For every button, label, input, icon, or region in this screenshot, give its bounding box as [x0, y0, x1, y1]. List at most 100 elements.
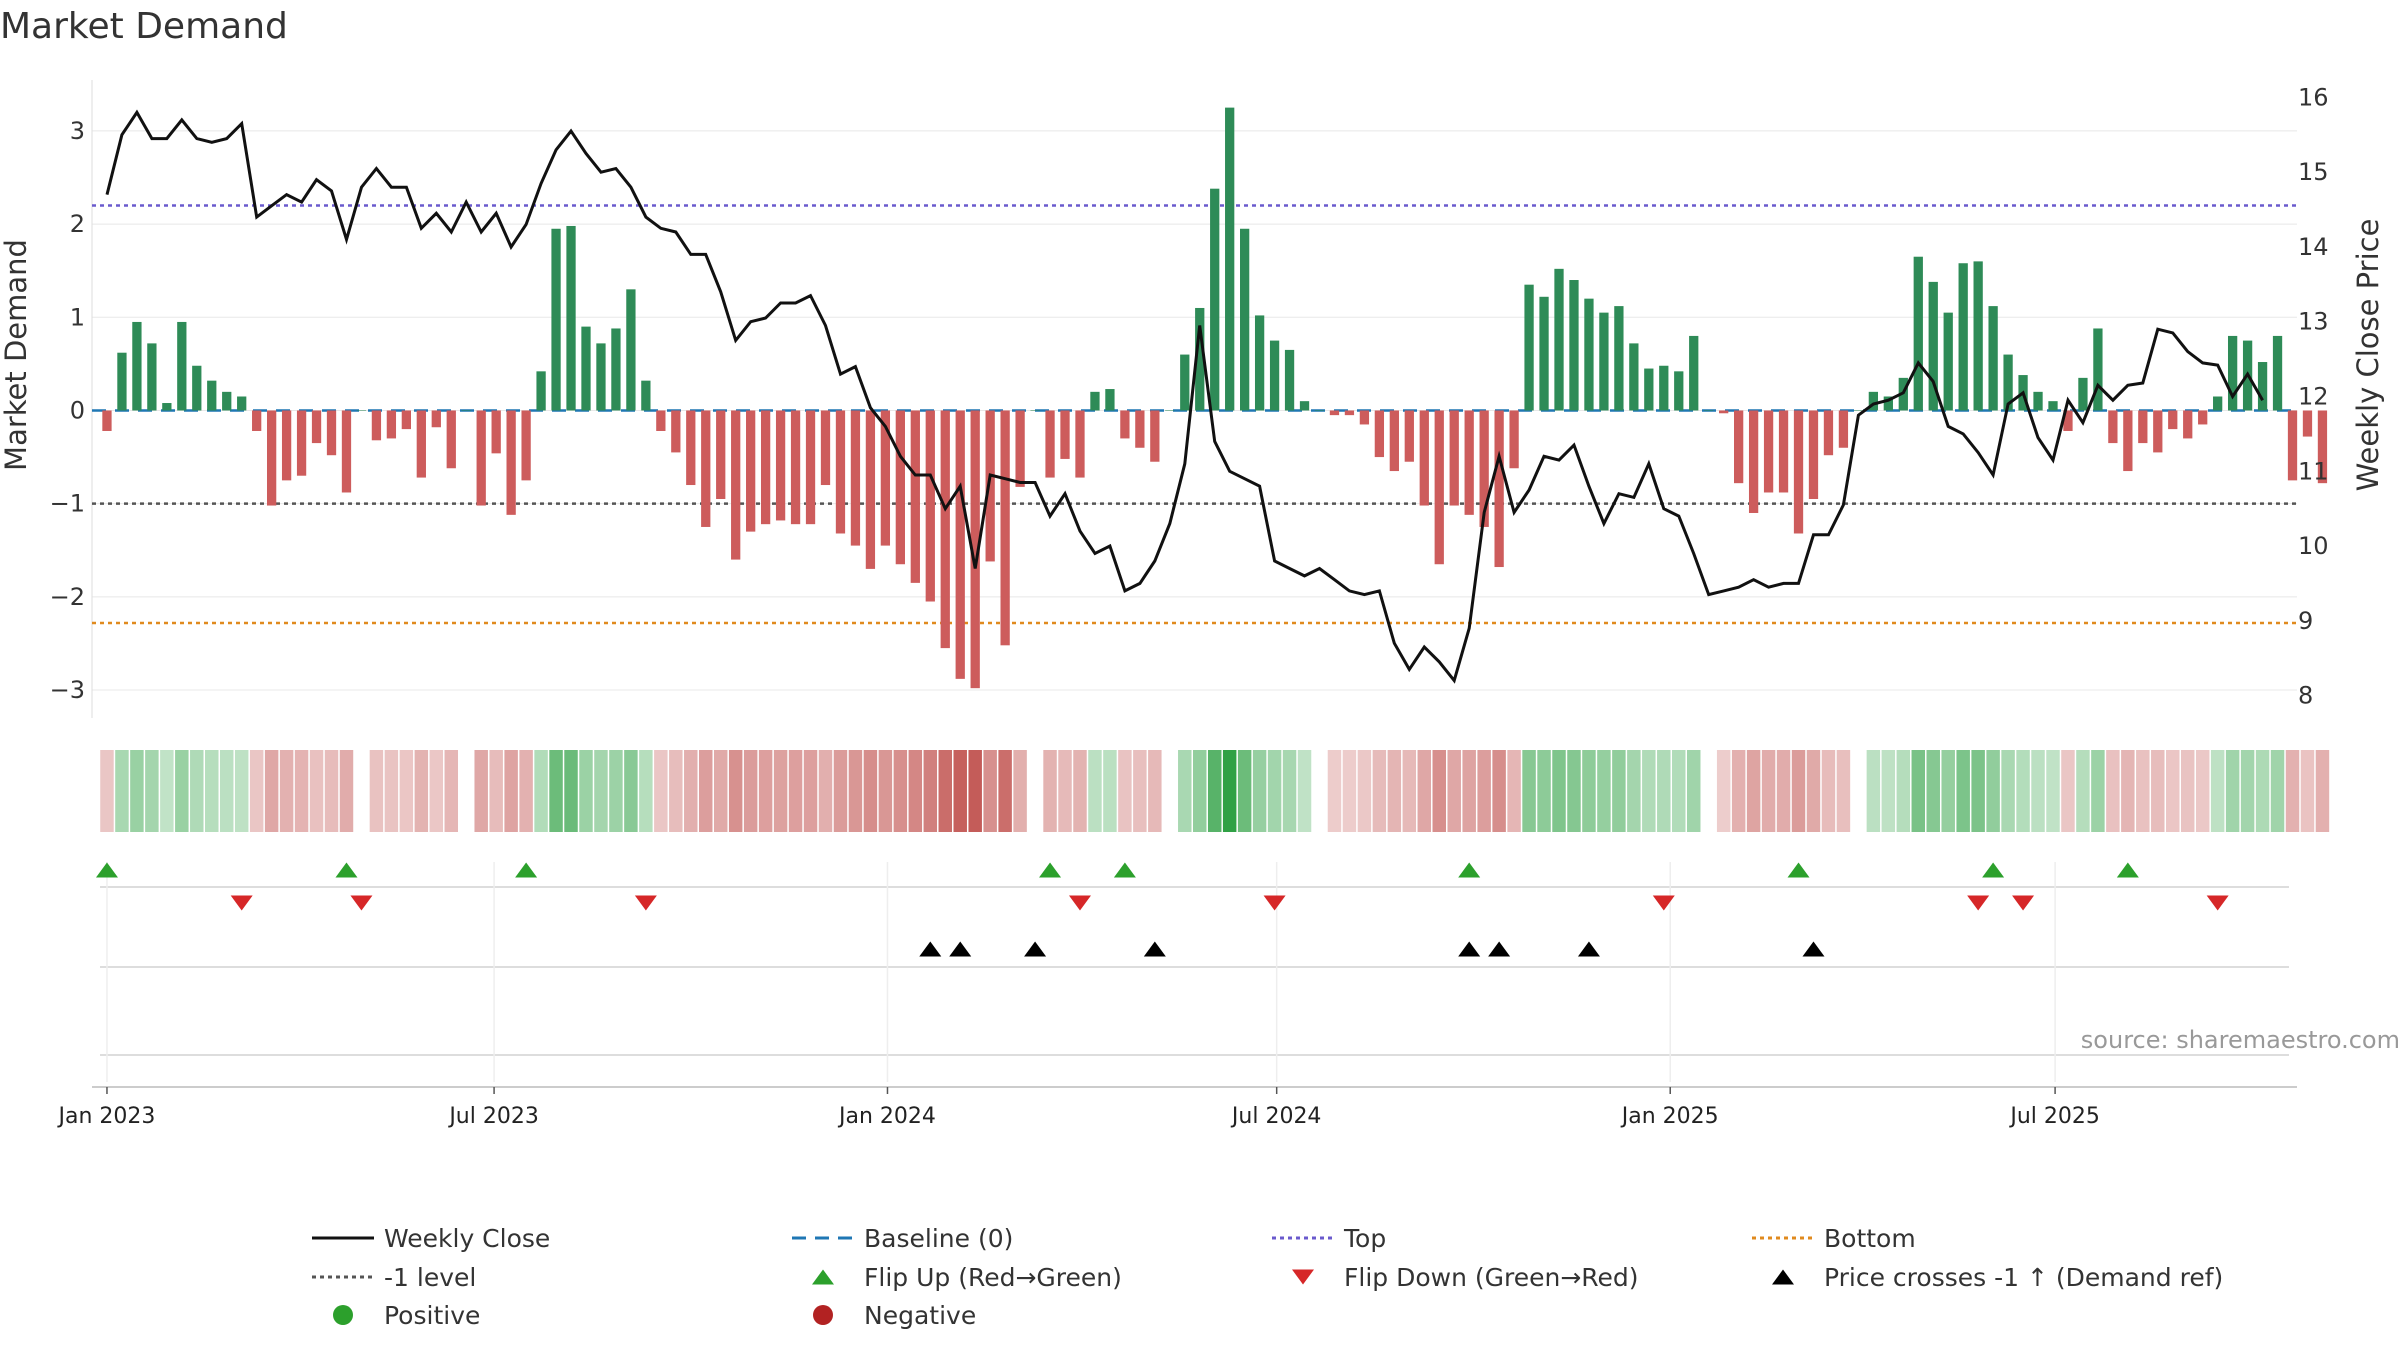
- legend-label: Positive: [384, 1301, 480, 1330]
- heat-cell: [264, 750, 279, 832]
- demand-bar: [2063, 410, 2073, 431]
- left-tick-label: 3: [70, 117, 85, 145]
- heat-cell: [160, 750, 174, 832]
- heat-cell: [1642, 750, 1656, 832]
- price-cross-marker: [1024, 941, 1047, 957]
- demand-bar: [820, 410, 831, 486]
- demand-bar: [2227, 335, 2238, 411]
- demand-bar: [566, 225, 576, 411]
- demand-bar: [1644, 368, 1654, 411]
- demand-bar: [1629, 343, 1639, 411]
- demand-bar: [1554, 268, 1564, 411]
- left-tick-label: −1: [50, 490, 85, 518]
- demand-bar: [252, 410, 262, 431]
- demand-bar: [850, 410, 861, 546]
- demand-bar: [356, 410, 367, 411]
- heat-cell: [339, 750, 354, 832]
- heat-cell: [1402, 750, 1417, 832]
- heat-cell: [474, 750, 488, 832]
- demand-bar: [1359, 410, 1370, 425]
- heat-cell: [1597, 750, 1611, 832]
- legend-item: Positive: [333, 1301, 480, 1330]
- demand-bar: [2272, 335, 2283, 411]
- demand-bar: [1988, 306, 1998, 411]
- right-axis-label: Weekly Close Price: [2351, 219, 2385, 492]
- heat-cell: [863, 750, 878, 832]
- demand-bar: [1225, 107, 1235, 411]
- demand-bar: [162, 403, 172, 411]
- demand-bar: [401, 410, 411, 430]
- demand-bar: [1120, 410, 1130, 439]
- demand-bar: [1210, 188, 1220, 411]
- left-tick-label: 1: [70, 303, 85, 331]
- demand-bar: [835, 410, 846, 534]
- heat-cell: [1986, 750, 2000, 832]
- flip-down-marker: [2206, 895, 2229, 911]
- x-tick-label: Jan 2023: [57, 1104, 156, 1129]
- heat-cell: [2031, 750, 2045, 832]
- x-tick-label: Jul 2024: [1230, 1104, 1322, 1129]
- demand-bar: [2093, 328, 2103, 411]
- demand-bar: [1733, 410, 1744, 484]
- heat-cell: [2136, 750, 2150, 832]
- right-tick-label: 10: [2298, 532, 2329, 560]
- demand-bar: [1689, 335, 1699, 411]
- right-tick-label: 14: [2298, 233, 2329, 261]
- demand-bar: [281, 410, 292, 481]
- weekly-close-line: [105, 109, 2264, 684]
- legend-item: Bottom: [1752, 1224, 1916, 1253]
- demand-bar: [596, 343, 606, 411]
- legend-label: Baseline (0): [864, 1224, 1013, 1253]
- heat-cell: [1133, 750, 1147, 832]
- demand-bar: [1883, 396, 1893, 411]
- demand-bar: [2033, 391, 2043, 411]
- heat-cell: [1941, 750, 1955, 832]
- legend-swatch: [813, 1305, 833, 1325]
- heat-cell: [968, 750, 982, 832]
- heat-cell: [893, 750, 908, 832]
- heat-cell: [1926, 750, 1940, 832]
- heat-cell: [1672, 750, 1686, 832]
- right-tick-label: 12: [2298, 383, 2329, 411]
- demand-bar: [790, 410, 801, 525]
- heat-cell: [145, 750, 159, 832]
- heat-cell: [1342, 750, 1357, 832]
- heat-cell: [1582, 750, 1596, 832]
- heat-cell: [2240, 750, 2255, 832]
- legend-label: Top: [1343, 1224, 1386, 1253]
- demand-bar: [760, 410, 771, 525]
- x-tick-label: Jul 2023: [447, 1104, 539, 1129]
- heat-cell: [279, 750, 294, 832]
- heat-cell: [1357, 750, 1372, 832]
- heat-cell: [699, 750, 713, 832]
- heat-cell: [1207, 750, 1222, 832]
- heat-cell: [1297, 750, 1312, 832]
- demand-bar: [2153, 410, 2163, 453]
- demand-bar: [1539, 296, 1549, 411]
- heat-cell: [519, 750, 533, 832]
- demand-bar: [1793, 410, 1804, 534]
- source-note: source: sharemaestro.com: [2081, 1026, 2400, 1054]
- heat-cell: [803, 750, 818, 832]
- demand-bar: [1404, 410, 1414, 462]
- demand-bar: [1314, 410, 1325, 411]
- demand-bar: [341, 410, 352, 493]
- flip-down-marker: [230, 895, 253, 911]
- heat-cell: [743, 750, 758, 832]
- heat-cell: [1103, 750, 1117, 832]
- heat-cell: [654, 750, 668, 832]
- right-tick-label: 15: [2298, 158, 2329, 186]
- flip-up-marker: [335, 862, 358, 878]
- heat-cell: [624, 750, 638, 832]
- heat-cell: [234, 750, 249, 832]
- heat-cell: [1222, 750, 1237, 832]
- price-cross-marker: [1802, 941, 1825, 957]
- demand-bar: [1479, 410, 1489, 527]
- demand-bars: [102, 107, 2328, 689]
- heat-cell: [594, 750, 608, 832]
- heat-cell: [579, 750, 593, 832]
- heat-cell: [998, 750, 1012, 832]
- demand-bar: [805, 410, 816, 525]
- demand-bar: [1778, 410, 1789, 493]
